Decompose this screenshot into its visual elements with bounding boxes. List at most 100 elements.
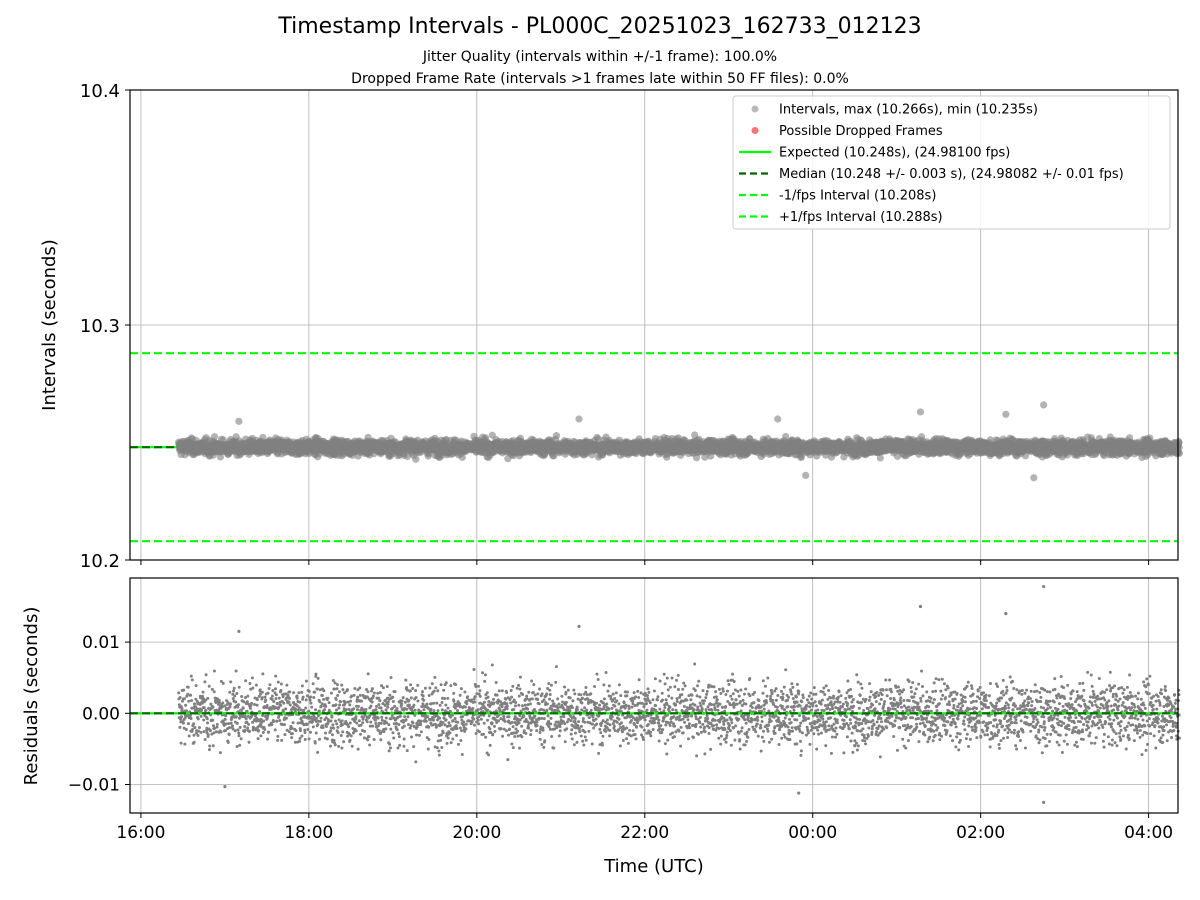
residual-point [297, 706, 301, 710]
residual-point [262, 719, 266, 723]
residual-point [329, 691, 333, 695]
residual-point [291, 721, 295, 725]
residual-point [307, 737, 311, 741]
residual-point [343, 691, 347, 695]
dropped-frame-subtitle: Dropped Frame Rate (intervals >1 frames … [351, 71, 849, 87]
residual-point [337, 744, 341, 748]
residual-point [202, 718, 206, 722]
residual-point [223, 717, 227, 721]
residual-point [254, 683, 258, 687]
residual-point [305, 722, 309, 726]
interval-outlier-point [575, 415, 583, 423]
residual-point [212, 669, 216, 673]
residual-point [336, 725, 340, 729]
residual-point [282, 701, 286, 705]
residual-point [237, 685, 241, 689]
residual-point [238, 743, 242, 747]
residual-point [348, 738, 352, 742]
residual-point [267, 686, 271, 690]
residual-point [278, 718, 282, 722]
residual-point [290, 736, 294, 740]
residual-point [343, 700, 347, 704]
residual-point [237, 734, 241, 738]
residual-point [243, 714, 247, 718]
residual-point [300, 734, 304, 738]
residual-point [337, 690, 341, 694]
residual-point [189, 674, 193, 678]
residual-point [256, 737, 260, 741]
residual-point [316, 750, 320, 754]
residual-point [192, 702, 196, 706]
residual-point [279, 688, 283, 692]
residual-point [276, 680, 280, 684]
residual-point [315, 687, 319, 691]
residual-point [300, 684, 304, 688]
residual-point [334, 708, 338, 712]
residual-point [315, 717, 319, 721]
residual-point [316, 676, 320, 680]
residual-point [294, 729, 298, 733]
residual-point [345, 688, 349, 692]
residual-point [307, 709, 311, 713]
residual-point [313, 690, 317, 694]
residual-point [275, 719, 279, 723]
residual-point [270, 723, 274, 727]
residual-point [352, 693, 356, 697]
residual-point [177, 691, 181, 695]
residual-point [296, 721, 300, 725]
residual-point [350, 744, 354, 748]
residual-point [192, 722, 196, 726]
residual-point [232, 686, 236, 690]
residual-point [184, 703, 188, 707]
residual-point [248, 682, 252, 686]
residual-point [311, 682, 315, 686]
interval-point [552, 432, 561, 440]
residual-point [257, 728, 261, 732]
residual-point [322, 689, 326, 693]
residual-point [179, 717, 183, 721]
jitter-quality-subtitle: Jitter Quality (intervals within +/-1 fr… [422, 49, 778, 65]
residual-point [347, 725, 351, 729]
residual-point [266, 691, 270, 695]
residual-point [348, 721, 352, 725]
interval-point [1175, 449, 1183, 457]
residual-point [314, 731, 318, 735]
residual-point [228, 702, 232, 706]
residual-point [274, 697, 278, 701]
residual-point [180, 715, 184, 719]
residual-point [344, 708, 348, 712]
residual-point [266, 737, 270, 741]
interval-outlier-point [1040, 401, 1048, 409]
residual-point [284, 716, 288, 720]
residual-point [232, 689, 236, 693]
residual-point [244, 717, 248, 721]
residual-point [224, 722, 228, 726]
residual-point [353, 687, 357, 691]
residual-point [319, 716, 323, 720]
residual-point [275, 701, 279, 705]
residual-point [178, 696, 182, 700]
residual-point [331, 723, 335, 727]
residual-point [187, 699, 191, 703]
residual-point [245, 700, 249, 704]
residual-point [186, 685, 190, 689]
residual-point [324, 731, 328, 735]
residual-point [313, 708, 317, 712]
residual-point [208, 729, 212, 733]
residual-point [340, 683, 344, 687]
residual-point [292, 691, 296, 695]
residual-point [330, 715, 334, 719]
residual-point [332, 738, 336, 742]
residual-point [234, 700, 238, 704]
residual-point [204, 708, 208, 712]
residual-point [252, 703, 256, 707]
residual-point [215, 725, 219, 729]
residual-point [206, 733, 210, 737]
residual-point [316, 723, 320, 727]
interval-outlier-point [1002, 410, 1010, 418]
residual-point [329, 744, 333, 748]
residual-point [250, 701, 254, 705]
residual-point [241, 706, 245, 710]
residual-point [327, 701, 331, 705]
residual-point [206, 721, 210, 725]
